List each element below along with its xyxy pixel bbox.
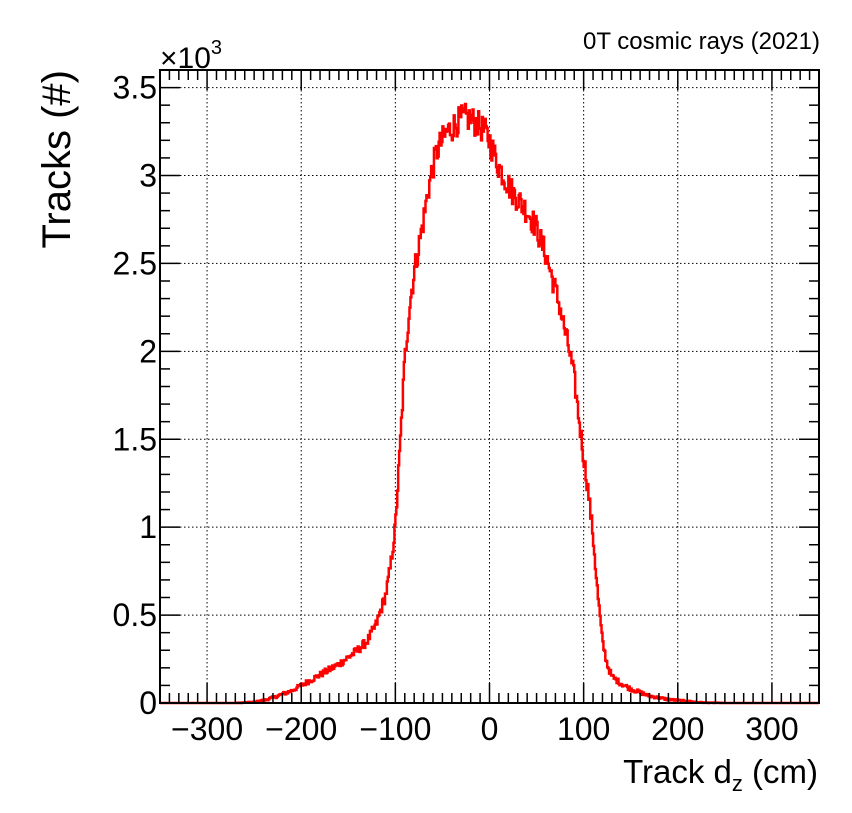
labels-layer: −300 −200 −100 0 100 200 300 0 0.5 1 1.5 2 2.5 3 3.5 (113, 70, 799, 747)
y-axis-multiplier-base: ×10 (160, 42, 211, 75)
y-tick-label: 1.5 (113, 421, 157, 457)
x-tick-label: 200 (651, 711, 704, 747)
x-tick-label: 0 (481, 711, 499, 747)
y-axis-label: Tracks (#) (35, 70, 79, 249)
x-tick-label: −300 (171, 711, 243, 747)
x-tick-label: 300 (745, 711, 798, 747)
y-tick-label: 2 (139, 333, 157, 369)
curve-layer (160, 102, 819, 705)
y-tick-label: 3.5 (113, 70, 157, 106)
y-tick-label: 0 (139, 685, 157, 721)
x-axis-label-subscript: z (732, 771, 743, 796)
x-tick-label: −100 (359, 711, 431, 747)
x-tick-label: 100 (557, 711, 610, 747)
x-axis-label-main: Track d (623, 753, 732, 790)
x-axis-label: Track dz (cm) (623, 753, 818, 796)
y-tick-label: 3 (139, 158, 157, 194)
y-tick-label: 0.5 (113, 597, 157, 633)
chart-title: 0T cosmic rays (2021) (583, 28, 820, 55)
data-series-line (160, 102, 819, 705)
x-tick-label: −200 (265, 711, 337, 747)
y-axis-multiplier-exponent: 3 (211, 37, 222, 59)
y-axis-multiplier: ×103 (160, 37, 222, 75)
x-axis-label-unit: (cm) (743, 753, 818, 790)
y-tick-label: 1 (139, 509, 157, 545)
y-tick-label: 2.5 (113, 245, 157, 281)
grid-layer (160, 70, 819, 703)
ticks-layer (159, 69, 820, 704)
